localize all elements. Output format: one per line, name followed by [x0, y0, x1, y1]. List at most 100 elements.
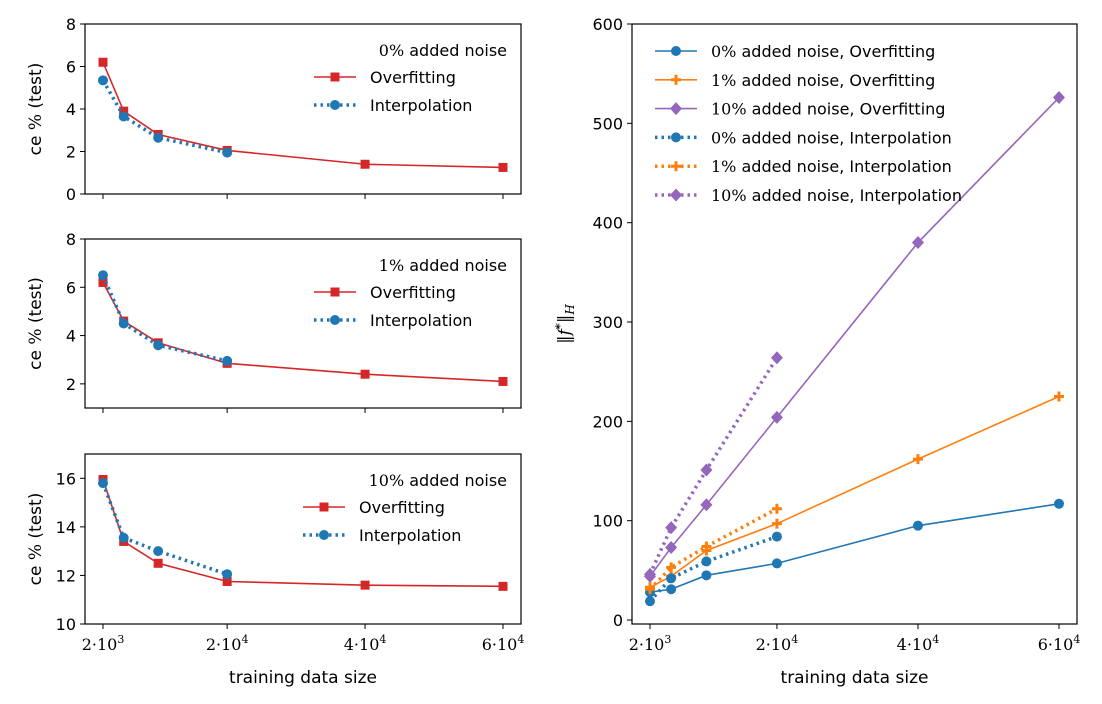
legend-marker	[330, 100, 340, 110]
legend-label: Overfitting	[370, 68, 456, 87]
data-point	[498, 376, 508, 386]
data-point	[98, 75, 108, 86]
data-point	[360, 159, 370, 169]
x-tick-label: 2·104	[756, 633, 799, 654]
legend-label: 0% added noise, Overfitting	[711, 42, 935, 61]
data-point	[645, 596, 655, 607]
legend-marker	[671, 74, 681, 85]
legend-label: Overfitting	[359, 498, 445, 517]
legend-marker	[319, 530, 329, 540]
y-tick-label: 4	[66, 100, 76, 119]
data-point	[645, 584, 655, 595]
y-tick-label: 8	[66, 15, 76, 34]
data-point	[666, 573, 677, 584]
y-tick-label: 200	[592, 412, 623, 431]
data-point	[118, 532, 129, 543]
legend-title: 1% added noise	[379, 256, 507, 275]
series-interpolation	[98, 75, 233, 158]
y-tick-label: 0	[613, 611, 623, 630]
data-point	[360, 580, 370, 590]
y-tick-label: 500	[592, 114, 623, 133]
y-tick-label: 6	[66, 58, 76, 77]
legend-label: Interpolation	[370, 96, 472, 115]
y-tick-label: 2	[66, 143, 76, 162]
x-axis-label: training data size	[781, 668, 929, 688]
legend-label: 1% added noise, Interpolation	[711, 157, 952, 176]
y-tick-label: 6	[66, 278, 76, 297]
y-axis-label: ‖f*‖H	[553, 304, 577, 344]
legend: 10% added noise Overfitting Interpolation	[303, 471, 507, 545]
x-tick-label: 6·104	[1038, 633, 1081, 654]
data-point	[222, 147, 233, 158]
series-interpolation	[98, 270, 233, 366]
y-axis-label: ce % (test)	[26, 493, 46, 586]
data-point	[701, 570, 712, 581]
legend-marker	[330, 287, 340, 297]
y-tick-label: 10	[56, 615, 76, 634]
x-axis-label: training data size	[229, 668, 377, 688]
y-tick-label: 14	[56, 518, 76, 537]
y-tick-label: 600	[592, 15, 623, 34]
series-interpolation	[98, 478, 233, 580]
series-line	[102, 61, 504, 169]
y-tick-label: 8	[66, 230, 76, 249]
series-line	[102, 281, 504, 383]
y-tick-label: 12	[56, 566, 76, 585]
y-tick-label: 300	[592, 313, 623, 332]
legend: 1% added noise Overfitting Interpolation	[314, 256, 507, 330]
data-point	[98, 270, 108, 281]
data-point	[666, 562, 677, 573]
data-point	[912, 520, 923, 531]
data-point	[222, 577, 232, 586]
chart-3: 10 12 14 16 2·103 2·104 4·104 6·104 training dat…	[26, 453, 524, 688]
series-line	[648, 356, 779, 576]
data-point	[701, 541, 712, 552]
chart-2: 2 4 6 8 ce % (test) 1% added noise Overfitting…	[26, 230, 522, 413]
data-point	[770, 351, 783, 365]
data-point	[98, 277, 108, 287]
legend-label: 0% added noise, Interpolation	[711, 128, 952, 147]
series-line	[101, 79, 228, 155]
chart-4: 0 100 200 300 400 500 600 2·103 2·104 4·104 6·104 t…	[553, 15, 1080, 688]
legend-label: Overfitting	[370, 283, 456, 302]
data-point	[98, 57, 108, 67]
legend-title: 10% added noise	[369, 471, 507, 490]
series-1-added-noise-interpolation	[645, 503, 782, 595]
series-10-added-noise-interpolation	[644, 351, 783, 581]
y-axis-label: ce % (test)	[26, 63, 46, 156]
y-tick-label: 16	[56, 469, 76, 488]
data-point	[700, 463, 713, 477]
series-line	[101, 274, 228, 363]
data-point	[665, 521, 678, 535]
y-tick-label: 2	[66, 375, 76, 394]
legend-marker	[671, 132, 681, 143]
data-point	[771, 558, 782, 569]
series-line	[649, 395, 1060, 589]
x-tick-label: 4·104	[344, 633, 387, 654]
legend-marker	[319, 502, 329, 512]
x-tick-label: 4·104	[897, 633, 940, 654]
data-point	[700, 498, 713, 512]
legend-label: Interpolation	[370, 311, 472, 330]
legend-label: Interpolation	[359, 526, 461, 545]
data-point	[771, 503, 782, 514]
data-point	[498, 581, 508, 591]
y-tick-label: 100	[592, 512, 623, 531]
series-0-added-noise-interpolation	[645, 531, 782, 607]
data-point	[1053, 91, 1065, 105]
plot-frame	[84, 453, 522, 625]
data-point	[665, 541, 678, 555]
data-point	[153, 558, 163, 568]
data-point	[770, 410, 783, 424]
legend-label: 10% added noise, Overfitting	[711, 100, 945, 119]
y-tick-label: 400	[592, 214, 623, 233]
series-line	[101, 482, 228, 576]
x-tick-label: 2·104	[206, 633, 249, 654]
data-point	[153, 340, 164, 351]
series-0-added-noise-overfitting	[645, 498, 1064, 598]
data-point	[771, 531, 782, 542]
legend-marker	[671, 161, 681, 172]
data-point	[119, 106, 129, 116]
plot-frame	[631, 23, 1078, 625]
